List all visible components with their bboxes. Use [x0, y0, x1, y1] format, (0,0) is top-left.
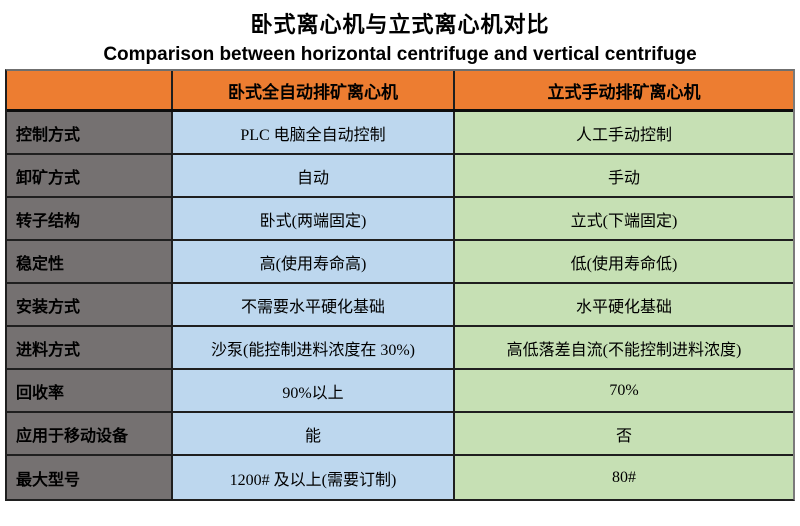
row-label-cell: 安装方式 — [7, 284, 171, 325]
vertical-value-cell: 立式(下端固定) — [453, 198, 793, 239]
table-row-feeding-method: 进料方式 沙泵(能控制进料浓度在 30%) 高低落差自流(不能控制进料浓度) — [7, 327, 793, 370]
header-corner-cell — [7, 71, 171, 109]
row-label-cell: 进料方式 — [7, 327, 171, 368]
vertical-value-cell: 否 — [453, 413, 793, 454]
vertical-value-cell: 手动 — [453, 155, 793, 196]
vertical-value-cell: 70% — [453, 370, 793, 411]
horizontal-value-cell: 自动 — [171, 155, 453, 196]
table-row-recovery-rate: 回收率 90%以上 70% — [7, 370, 793, 413]
row-label-cell: 转子结构 — [7, 198, 171, 239]
horizontal-value-cell: 卧式(两端固定) — [171, 198, 453, 239]
table-header-row: 卧式全自动排矿离心机 立式手动排矿离心机 — [7, 71, 793, 112]
row-label-cell: 应用于移动设备 — [7, 413, 171, 454]
header-horizontal-centrifuge-cell: 卧式全自动排矿离心机 — [171, 71, 453, 109]
table-row-stability: 稳定性 高(使用寿命高) 低(使用寿命低) — [7, 241, 793, 284]
horizontal-value-cell: PLC 电脑全自动控制 — [171, 112, 453, 153]
vertical-value-cell: 低(使用寿命低) — [453, 241, 793, 282]
table-row-control-method: 控制方式 PLC 电脑全自动控制 人工手动控制 — [7, 112, 793, 155]
header-vertical-centrifuge-cell: 立式手动排矿离心机 — [453, 71, 793, 109]
row-label-cell: 稳定性 — [7, 241, 171, 282]
row-label-cell: 卸矿方式 — [7, 155, 171, 196]
comparison-table: 卧式全自动排矿离心机 立式手动排矿离心机 控制方式 PLC 电脑全自动控制 人工… — [5, 69, 795, 501]
horizontal-value-cell: 沙泵(能控制进料浓度在 30%) — [171, 327, 453, 368]
row-label-cell: 控制方式 — [7, 112, 171, 153]
vertical-value-cell: 80# — [453, 456, 793, 499]
table-row-installation-method: 安装方式 不需要水平硬化基础 水平硬化基础 — [7, 284, 793, 327]
table-row-max-model: 最大型号 1200# 及以上(需要订制) 80# — [7, 456, 793, 499]
vertical-value-cell: 水平硬化基础 — [453, 284, 793, 325]
row-label-cell: 回收率 — [7, 370, 171, 411]
table-row-discharge-method: 卸矿方式 自动 手动 — [7, 155, 793, 198]
horizontal-value-cell: 高(使用寿命高) — [171, 241, 453, 282]
table-row-rotor-structure: 转子结构 卧式(两端固定) 立式(下端固定) — [7, 198, 793, 241]
horizontal-value-cell: 能 — [171, 413, 453, 454]
page-title: 卧式离心机与立式离心机对比 — [250, 12, 550, 37]
vertical-value-cell: 高低落差自流(不能控制进料浓度) — [453, 327, 793, 368]
horizontal-value-cell: 1200# 及以上(需要订制) — [171, 456, 453, 499]
table-row-mobile-equipment: 应用于移动设备 能 否 — [7, 413, 793, 456]
vertical-value-cell: 人工手动控制 — [453, 112, 793, 153]
page-subtitle: Comparison between horizontal centrifuge… — [103, 44, 697, 65]
row-label-cell: 最大型号 — [7, 456, 171, 499]
horizontal-value-cell: 不需要水平硬化基础 — [171, 284, 453, 325]
page: 卧式离心机与立式离心机对比 Comparison between horizon… — [0, 7, 800, 501]
horizontal-value-cell: 90%以上 — [171, 370, 453, 411]
